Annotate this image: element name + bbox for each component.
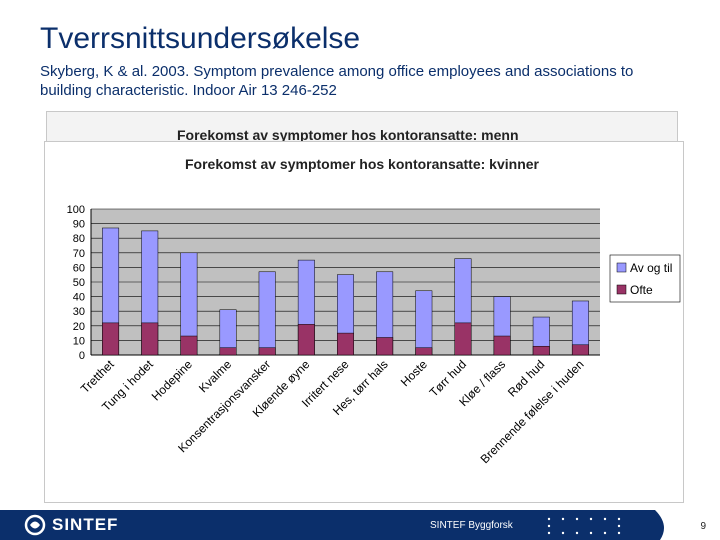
- bar-ofte: [532, 345, 550, 356]
- legend-label: Ofte: [630, 283, 653, 297]
- legend-swatch: [616, 284, 627, 295]
- bar-ofte: [454, 322, 472, 356]
- logo-text: SINTEF: [52, 515, 119, 534]
- x-tick-label: Hoste: [398, 357, 430, 389]
- bar-ofte: [180, 335, 198, 356]
- slide-title: Tverrsnittsundersøkelse: [40, 22, 361, 55]
- bar-ofte: [219, 347, 237, 356]
- y-tick-label: 80: [73, 233, 85, 245]
- bar-ofte: [571, 344, 589, 356]
- bar-ofte: [141, 322, 159, 356]
- bar-ofte: [376, 337, 394, 356]
- y-tick-label: 70: [73, 248, 85, 260]
- footer-bar: SINTEF SINTEF Byggforsk 9: [0, 510, 720, 540]
- bar-ofte: [102, 322, 120, 356]
- y-tick-label: 100: [67, 204, 85, 216]
- bar-av-og-til: [258, 271, 276, 356]
- sintef-logo: SINTEF: [24, 514, 118, 536]
- page-number: 9: [700, 521, 706, 532]
- y-tick-label: 60: [73, 262, 85, 274]
- y-tick-label: 50: [73, 277, 85, 289]
- footer-dots-decoration: [547, 517, 621, 535]
- bar-av-og-til: [415, 290, 433, 356]
- bar-chart-svg: Forekomst av symptomer hos kontoransatte…: [67, 156, 681, 466]
- bar-ofte: [258, 347, 276, 356]
- sintef-logo-icon: [24, 514, 46, 536]
- bar-ofte: [297, 324, 315, 356]
- y-tick-label: 0: [79, 350, 85, 362]
- x-tick-label: Kvalme: [196, 357, 234, 395]
- y-tick-label: 40: [73, 292, 85, 304]
- x-tick-label: Tretthet: [78, 357, 117, 396]
- y-tick-label: 20: [73, 321, 85, 333]
- bar-ofte: [415, 347, 433, 356]
- legend-swatch: [616, 262, 627, 273]
- footer-curve-decoration: [560, 510, 720, 540]
- y-tick-label: 90: [73, 219, 85, 231]
- chart-legend: Av og til Ofte: [609, 254, 681, 303]
- legend-label: Av og til: [630, 261, 672, 275]
- y-tick-label: 10: [73, 335, 85, 347]
- slide-subtitle: Skyberg, K & al. 2003. Symptom prevalenc…: [40, 63, 634, 99]
- background-chart-title: Forekomst av symptomer hos kontoransatte…: [177, 127, 519, 143]
- footer-org-text: SINTEF Byggforsk: [430, 520, 513, 531]
- chart-title: Forekomst av symptomer hos kontoransatte…: [185, 156, 540, 172]
- y-tick-label: 30: [73, 306, 85, 318]
- bar-ofte: [493, 335, 511, 356]
- chart-women: Forekomst av symptomer hos kontoransatte…: [44, 141, 684, 503]
- x-tick-label: Hodepine: [149, 357, 195, 403]
- bar-ofte: [337, 332, 354, 356]
